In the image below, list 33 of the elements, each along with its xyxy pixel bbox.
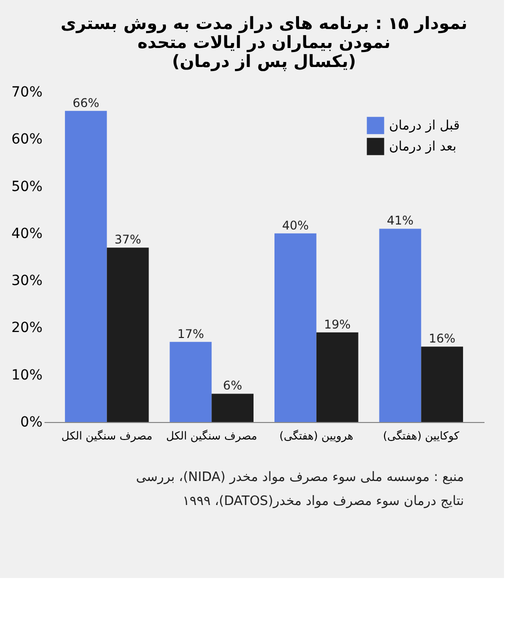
y-tick-label: 40% xyxy=(11,226,42,242)
data-label: 40% xyxy=(282,218,309,232)
x-tick-label: هرویین (هفتگی) xyxy=(279,430,354,442)
y-tick-label: 60% xyxy=(11,132,42,148)
y-tick-label: 20% xyxy=(11,320,42,336)
x-tick-label: مصرف سنگین الکل xyxy=(166,430,258,442)
bar xyxy=(379,228,422,422)
data-label: 37% xyxy=(114,232,142,247)
data-label: 41% xyxy=(386,214,414,228)
legend-label: قبل از درمان xyxy=(389,118,460,134)
y-tick-label: 30% xyxy=(11,273,42,290)
y-tick-label: 0% xyxy=(20,414,42,430)
bar xyxy=(316,332,358,422)
data-label: 66% xyxy=(72,96,100,110)
bar xyxy=(421,346,464,422)
y-tick-label: 10% xyxy=(11,367,42,384)
data-label: 17% xyxy=(177,326,204,341)
legend-label: بعد از درمان xyxy=(389,140,456,154)
bar xyxy=(170,342,212,422)
bar xyxy=(64,110,107,422)
data-label: 6% xyxy=(223,378,242,393)
bar xyxy=(106,248,149,422)
y-tick-label: 50% xyxy=(11,178,42,195)
x-tick-label: مصرف سنگین الکل xyxy=(61,430,152,442)
text: منبع : موسسه ملی سوء مصرف مواد مخدر (NIDA)، بررسی xyxy=(136,470,464,485)
data-label: 19% xyxy=(324,317,351,332)
data-label: 16% xyxy=(428,332,456,346)
x-tick-label: کوکایین (هفتگی) xyxy=(383,430,460,442)
chart-title: نمودار ۱۵ : برنامه های دراز مدت به روش بستری نمودن بیماران در ایالات متحده (یکسال پس از درمان) xyxy=(60,14,468,72)
bar xyxy=(274,233,316,422)
text: نتایج درمان سوء مصرف مواد مخدر(DATOS)، ۱۹۹۹ xyxy=(182,494,464,509)
y-tick-label: 70% xyxy=(11,84,42,100)
bar xyxy=(212,394,254,422)
